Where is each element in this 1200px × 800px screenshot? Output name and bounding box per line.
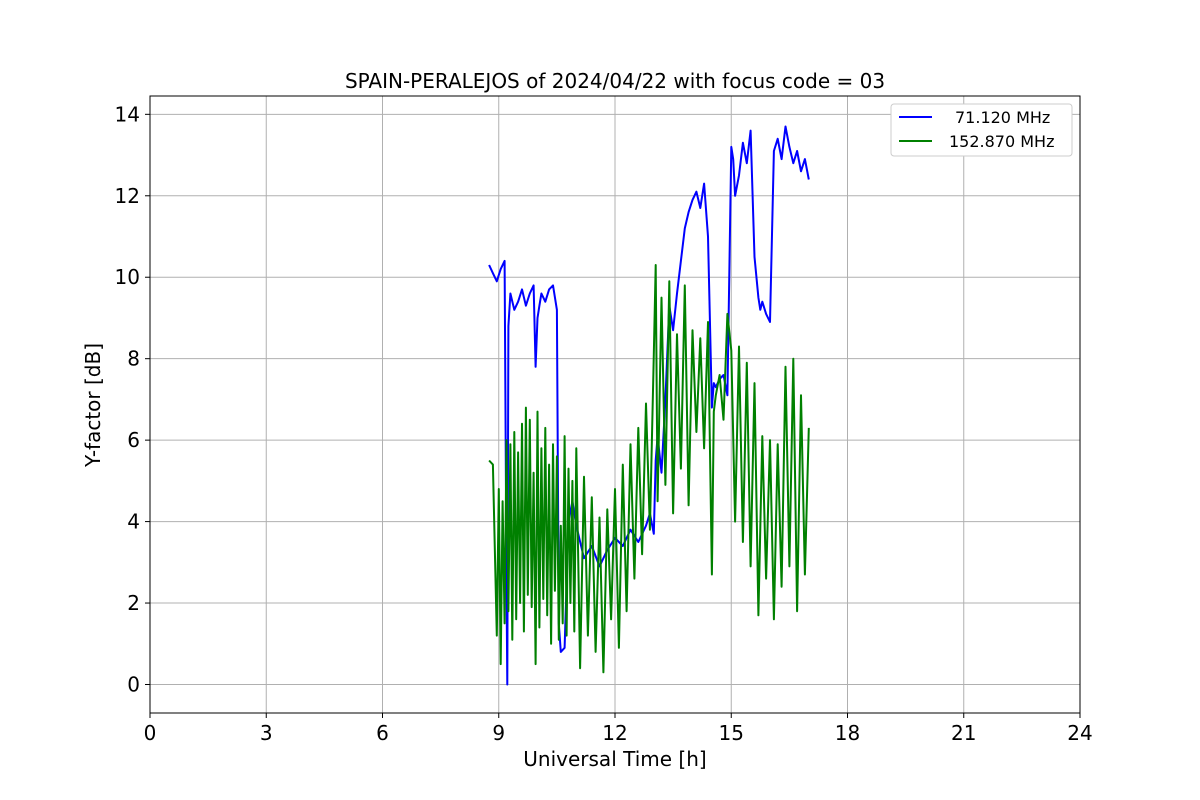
y-tick-label: 8 xyxy=(127,347,140,371)
x-tick-label: 6 xyxy=(376,721,389,745)
x-axis-label: Universal Time [h] xyxy=(523,747,706,771)
x-tick-label: 15 xyxy=(719,721,744,745)
y-tick-label: 10 xyxy=(115,265,140,289)
x-tick-label: 18 xyxy=(835,721,860,745)
y-tick-label: 2 xyxy=(127,591,140,615)
series-layer xyxy=(488,125,810,686)
x-tick-label: 24 xyxy=(1067,721,1092,745)
legend-label-152mhz: 152.870 MHz xyxy=(949,132,1054,151)
x-tick-label: 9 xyxy=(492,721,505,745)
series-line-152mhz xyxy=(488,264,810,674)
x-tick-label: 0 xyxy=(144,721,157,745)
y-axis-label: Y-factor [dB] xyxy=(81,343,105,468)
legend-label-71mhz: 71.120 MHz xyxy=(955,108,1050,127)
series-line-71mhz xyxy=(488,125,810,686)
y-tick-label: 14 xyxy=(115,102,140,126)
y-tick-label: 4 xyxy=(127,510,140,534)
y-tick-label: 12 xyxy=(115,184,140,208)
y-tick-label: 6 xyxy=(127,428,140,452)
y-tick-label: 0 xyxy=(127,672,140,696)
legend-box xyxy=(890,103,1073,157)
chart-title: SPAIN-PERALEJOS of 2024/04/22 with focus… xyxy=(345,69,885,93)
x-tick-label: 12 xyxy=(602,721,627,745)
legend: 71.120 MHz 152.870 MHz xyxy=(890,103,1073,157)
x-axis-ticks: 0 3 6 9 12 15 18 21 24 xyxy=(144,713,1093,745)
x-tick-label: 21 xyxy=(951,721,976,745)
y-axis-ticks: 0 2 4 6 8 10 12 14 xyxy=(115,102,150,696)
x-tick-label: 3 xyxy=(260,721,273,745)
